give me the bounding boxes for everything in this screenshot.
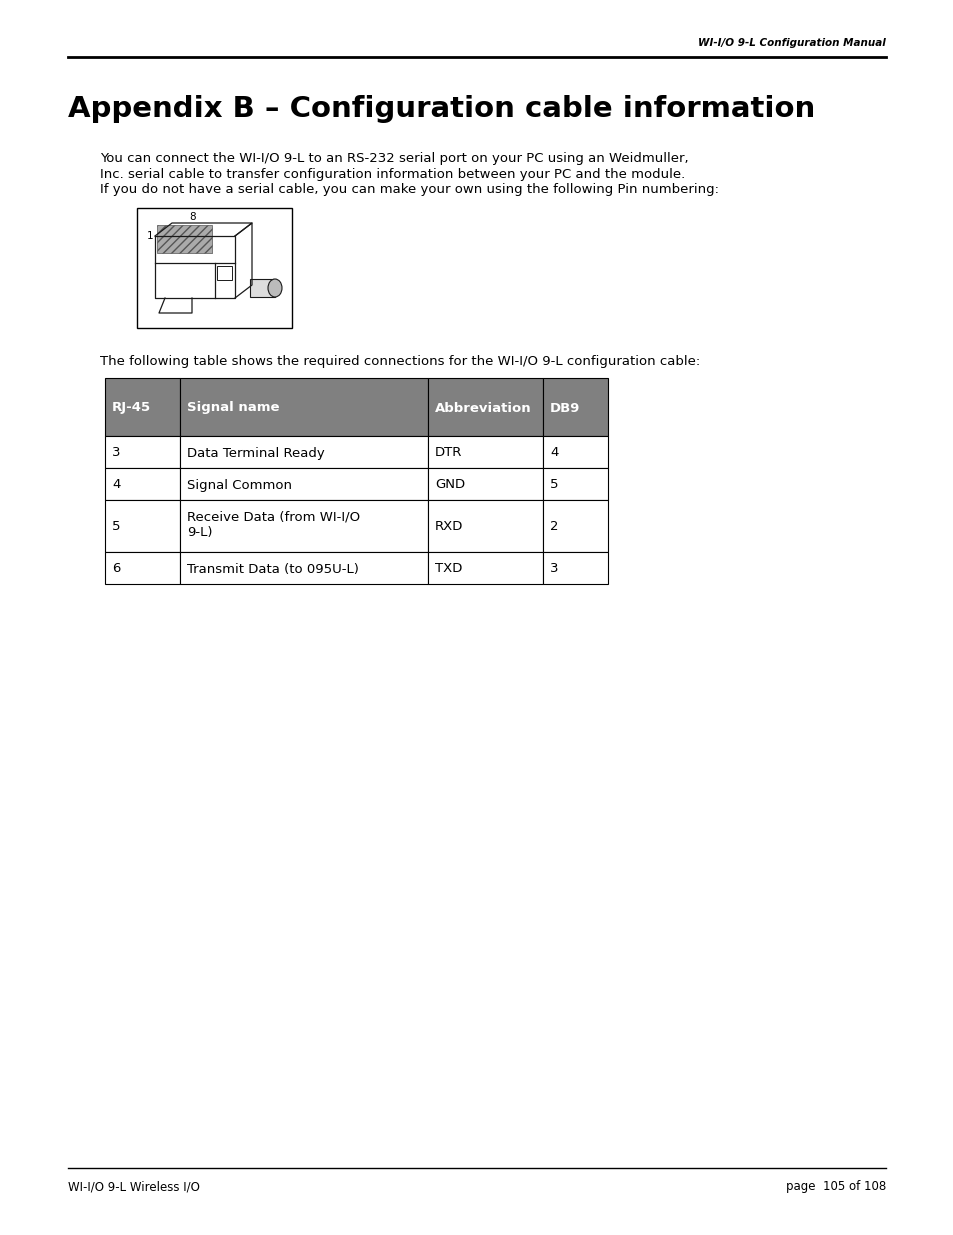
Bar xyxy=(542,552,607,584)
Bar xyxy=(428,552,542,584)
Text: 2: 2 xyxy=(550,520,558,534)
Text: WI-I/O 9-L Wireless I/O: WI-I/O 9-L Wireless I/O xyxy=(68,1179,200,1193)
Text: 4: 4 xyxy=(112,478,120,492)
Text: DTR: DTR xyxy=(435,447,462,459)
Text: 5: 5 xyxy=(112,520,120,534)
Bar xyxy=(216,266,232,280)
Bar xyxy=(105,468,180,500)
Text: 3: 3 xyxy=(550,562,558,576)
Bar xyxy=(180,378,428,436)
Bar xyxy=(105,500,180,552)
Text: TXD: TXD xyxy=(435,562,462,576)
Text: If you do not have a serial cable, you can make your own using the following Pin: If you do not have a serial cable, you c… xyxy=(100,183,719,196)
Bar xyxy=(180,500,428,552)
Bar xyxy=(105,436,180,468)
Text: Signal Common: Signal Common xyxy=(187,478,292,492)
Text: You can connect the WI-I/O 9-L to an RS-232 serial port on your PC using an Weid: You can connect the WI-I/O 9-L to an RS-… xyxy=(100,152,688,165)
Bar xyxy=(180,552,428,584)
Bar xyxy=(137,207,292,329)
Bar xyxy=(105,552,180,584)
Bar xyxy=(542,436,607,468)
Text: 9-L): 9-L) xyxy=(187,526,213,538)
Bar xyxy=(157,225,212,253)
Bar xyxy=(542,378,607,436)
Bar xyxy=(250,279,274,296)
Text: page  105 of 108: page 105 of 108 xyxy=(785,1179,885,1193)
Bar xyxy=(428,468,542,500)
Text: DB9: DB9 xyxy=(550,401,579,415)
Text: Appendix B – Configuration cable information: Appendix B – Configuration cable informa… xyxy=(68,95,815,124)
Text: The following table shows the required connections for the WI-I/O 9-L configurat: The following table shows the required c… xyxy=(100,354,700,368)
Bar xyxy=(428,500,542,552)
Bar xyxy=(428,378,542,436)
Bar xyxy=(180,468,428,500)
Bar xyxy=(180,436,428,468)
Bar xyxy=(542,500,607,552)
Text: RJ-45: RJ-45 xyxy=(112,401,151,415)
Text: 3: 3 xyxy=(112,447,120,459)
Text: Inc. serial cable to transfer configuration information between your PC and the : Inc. serial cable to transfer configurat… xyxy=(100,168,684,182)
Bar xyxy=(428,436,542,468)
Text: Receive Data (from WI-I/O: Receive Data (from WI-I/O xyxy=(187,510,359,522)
Text: Transmit Data (to 095U-L): Transmit Data (to 095U-L) xyxy=(187,562,358,576)
Text: GND: GND xyxy=(435,478,465,492)
Text: 4: 4 xyxy=(550,447,558,459)
Text: Data Terminal Ready: Data Terminal Ready xyxy=(187,447,324,459)
Bar xyxy=(542,468,607,500)
Text: 8: 8 xyxy=(190,212,196,222)
Text: 5: 5 xyxy=(550,478,558,492)
Text: 6: 6 xyxy=(112,562,120,576)
Text: Abbreviation: Abbreviation xyxy=(435,401,531,415)
Bar xyxy=(105,378,180,436)
Ellipse shape xyxy=(268,279,282,296)
Text: WI-I/O 9-L Configuration Manual: WI-I/O 9-L Configuration Manual xyxy=(698,38,885,48)
Text: RXD: RXD xyxy=(435,520,463,534)
Text: 1: 1 xyxy=(146,231,152,241)
Text: Signal name: Signal name xyxy=(187,401,279,415)
